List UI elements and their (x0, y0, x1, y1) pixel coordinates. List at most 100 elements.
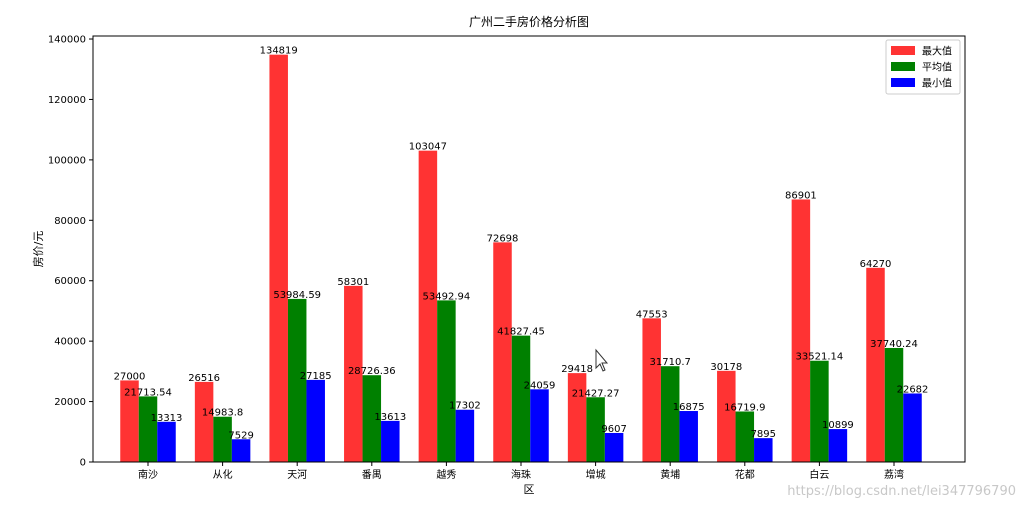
bar-value-label: 22682 (897, 384, 929, 395)
bar (866, 267, 885, 462)
bar (791, 199, 811, 462)
bar-value-label: 27000 (114, 371, 146, 382)
bar (287, 298, 307, 462)
legend-swatch (891, 46, 915, 55)
x-tick-label: 从化 (213, 468, 233, 481)
bar (120, 380, 139, 462)
x-tick-label: 增城 (586, 468, 606, 481)
bar-value-label: 86901 (785, 190, 817, 201)
x-tick-label: 南沙 (138, 468, 158, 481)
bars-group (120, 54, 922, 463)
bar-value-label: 58301 (337, 277, 369, 288)
bar-value-label: 21713.54 (124, 387, 172, 398)
bar-value-label: 10899 (822, 420, 854, 431)
bar (604, 432, 624, 462)
bar-value-label: 16719.9 (724, 402, 765, 413)
legend-entry: 最大值 (922, 45, 952, 58)
x-tick-label: 越秀 (436, 468, 456, 481)
y-tick-label: 0 (80, 458, 86, 469)
y-tick-label: 20000 (54, 397, 86, 408)
bar-value-label: 31710.7 (650, 357, 691, 368)
bar-value-label: 26516 (188, 373, 220, 384)
bar (381, 420, 400, 462)
chart-title: 广州二手房价格分析图 (469, 14, 589, 29)
x-tick-label: 花都 (735, 468, 755, 481)
cursor-arrow (595, 348, 609, 372)
bar (493, 242, 512, 462)
bar-value-label: 72698 (487, 233, 519, 244)
bar (344, 285, 363, 462)
bar (660, 366, 680, 462)
x-tick-label: 黄埔 (660, 468, 680, 481)
bar (679, 411, 698, 462)
bar (884, 347, 904, 462)
bar (828, 429, 848, 462)
bar (362, 375, 382, 462)
bar-value-label: 7529 (228, 430, 253, 441)
legend-swatch (891, 78, 915, 87)
bar-value-label: 41827.45 (497, 327, 545, 338)
bar-value-label: 27185 (300, 371, 332, 382)
bar-value-label: 53492.94 (423, 291, 471, 302)
bar-value-label: 29418 (561, 364, 593, 375)
bar (418, 150, 438, 462)
bar-value-label: 37740.24 (870, 339, 918, 350)
bar (269, 54, 288, 463)
data-labels-group: 27000 26516 134819 58301 103047 72698 29418 475… (114, 46, 929, 442)
bar (455, 409, 475, 462)
y-axis-title: 房价/元 (32, 231, 45, 268)
bar-value-label: 103047 (409, 142, 447, 153)
bar (231, 439, 251, 462)
bar-value-label: 47553 (636, 309, 668, 320)
legend-entry: 最小值 (922, 77, 952, 90)
legend-entry: 平均值 (922, 61, 952, 74)
bar (810, 360, 829, 462)
x-axis: 南沙 从化 天河 番禺 越秀 海珠 增城 黄埔 花都 白云 荔湾 (138, 462, 904, 481)
bar (157, 421, 176, 462)
bar (530, 389, 549, 462)
bar-value-label: 9607 (601, 424, 626, 435)
bar (567, 373, 587, 462)
bar (754, 438, 773, 462)
x-tick-label: 白云 (809, 468, 829, 481)
legend-swatch (891, 62, 915, 71)
y-axis: 0 20000 40000 60000 80000 100000 120000 140000 (48, 35, 93, 469)
bar-value-label: 28726.36 (348, 366, 396, 377)
bar-value-label: 30178 (710, 362, 742, 373)
bar (437, 300, 456, 462)
bar-value-label: 21427.27 (572, 388, 620, 399)
bar-value-label: 64270 (860, 259, 892, 270)
y-tick-label: 100000 (48, 155, 86, 166)
bar-value-label: 53984.59 (273, 290, 321, 301)
bar-value-label: 134819 (260, 46, 298, 57)
bar-value-label: 33521.14 (796, 352, 844, 363)
y-tick-label: 120000 (48, 95, 86, 106)
bar-value-label: 7895 (751, 429, 776, 440)
bar-value-label: 16875 (673, 402, 705, 413)
mouse-cursor-icon (595, 348, 609, 372)
bar (511, 335, 531, 462)
y-tick-label: 40000 (54, 337, 86, 348)
x-tick-label: 海珠 (511, 468, 531, 481)
bar-value-label: 14983.8 (202, 408, 243, 419)
x-tick-label: 番禺 (362, 469, 382, 481)
bar-value-label: 24059 (524, 380, 556, 391)
bar-value-label: 17302 (449, 401, 481, 412)
y-tick-label: 140000 (48, 35, 86, 46)
bar-value-label: 13313 (151, 413, 183, 424)
watermark-text: https://blog.csdn.net/lei347796790 (787, 484, 1016, 499)
bar (735, 411, 755, 462)
bar (194, 381, 214, 462)
x-tick-label: 荔湾 (884, 468, 904, 481)
plot-frame (92, 35, 966, 463)
y-tick-label: 80000 (54, 216, 86, 227)
bar-value-label: 13613 (374, 412, 406, 423)
x-axis-title: 区 (524, 483, 535, 496)
bar (306, 379, 325, 462)
bar (642, 318, 661, 462)
bar (213, 416, 232, 462)
x-tick-label: 天河 (287, 469, 307, 481)
bar (138, 396, 158, 462)
